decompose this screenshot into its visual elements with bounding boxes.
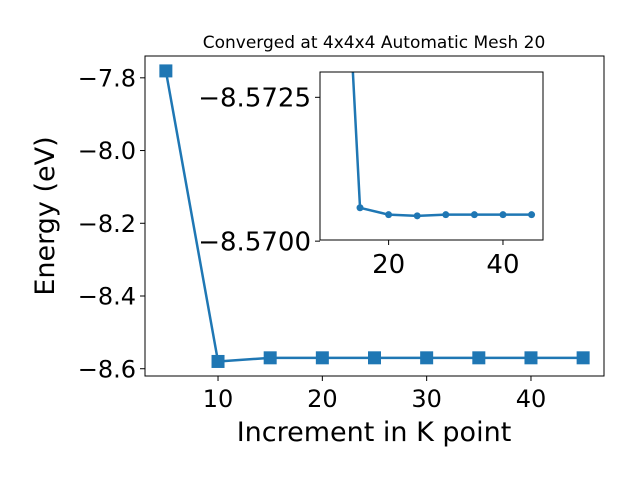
main-data-point	[420, 351, 434, 365]
inset-data-point	[499, 211, 507, 219]
main-y-tick-label: −8.2	[78, 210, 136, 238]
main-data-point	[368, 351, 381, 365]
main-x-tick-label: 20	[307, 385, 338, 413]
main-chart: Converged at 4x4x4 Automatic Mesh 20 10 2…	[30, 33, 605, 448]
inset-data-point	[385, 211, 393, 219]
inset-axes-frame	[319, 71, 544, 241]
main-chart-title: Converged at 4x4x4 Automatic Mesh 20	[203, 33, 546, 53]
inset-y-axis: −8.5725 −8.5700	[198, 84, 320, 258]
main-y-tick-label: −8.0	[78, 137, 136, 165]
main-y-axis-label: Energy (eV)	[30, 136, 61, 295]
inset-x-tick-label: 20	[372, 250, 405, 280]
main-x-tick-label: 10	[203, 385, 234, 413]
inset-series-line	[351, 72, 533, 218]
main-data-point	[263, 351, 277, 365]
main-y-tick-label: −7.8	[78, 64, 136, 92]
main-y-tick-label: −8.6	[78, 355, 136, 383]
inset-y-tick-label: −8.5725	[198, 84, 311, 114]
main-x-tick-label: 40	[516, 385, 547, 413]
inset-chart: 20 40 −8.5725−8.5700	[198, 71, 544, 280]
main-data-point	[211, 354, 225, 368]
inset-plot-area	[351, 72, 536, 220]
inset-x-tick-label: 40	[486, 250, 519, 280]
inset-data-point	[442, 211, 450, 219]
inset-data-point	[528, 211, 536, 219]
inset-data-point	[356, 204, 364, 212]
main-data-point	[159, 64, 173, 78]
inset-data-point	[470, 211, 478, 219]
main-axes-frame	[144, 55, 605, 377]
main-data-point	[576, 351, 590, 365]
main-data-point	[472, 351, 486, 365]
main-data-point	[315, 351, 329, 365]
main-y-axis: −7.8 −8.0 −8.2 −8.4 −8.6	[78, 64, 145, 383]
inset-y-tick-label: −8.5700	[198, 228, 311, 258]
inset-data-point	[413, 212, 421, 220]
main-x-axis: 10 20 30 40	[203, 376, 547, 413]
main-x-axis-label: Increment in K point	[237, 417, 512, 448]
inset-x-axis: 20 40	[372, 240, 520, 280]
main-data-point	[524, 351, 538, 365]
main-y-tick-label: −8.4	[78, 283, 136, 311]
main-plot-area	[159, 64, 590, 368]
main-x-tick-label: 30	[411, 385, 442, 413]
